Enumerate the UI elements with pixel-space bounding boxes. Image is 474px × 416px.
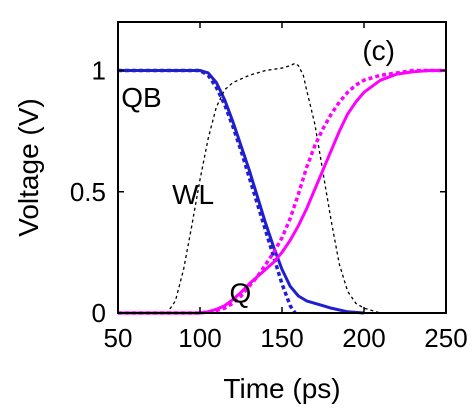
x-tick-label: 150 — [260, 323, 303, 353]
x-tick-label: 100 — [178, 323, 221, 353]
annotation-label: Q — [230, 277, 252, 308]
x-tick-label: 250 — [424, 323, 467, 353]
tick-layer: 50 100 150 200 250 0 0.5 1 — [70, 22, 468, 353]
series-line-3 — [118, 62, 446, 314]
y-tick-label: 0 — [92, 298, 106, 328]
annotation-label: WL — [172, 179, 214, 210]
annotation-layer: (c) QB WL Q — [121, 35, 395, 309]
series-line-2 — [118, 68, 297, 314]
annotation-label: (c) — [362, 35, 395, 66]
x-tick-label: 200 — [342, 323, 385, 353]
y-axis-title: Voltage (V) — [13, 98, 44, 237]
y-tick-label: 1 — [92, 56, 106, 86]
series-line-1 — [118, 69, 365, 315]
x-tick-label: 50 — [104, 323, 133, 353]
annotation-label: QB — [121, 82, 161, 113]
series-line-5 — [118, 68, 446, 315]
x-axis-title: Time (ps) — [223, 373, 340, 404]
y-tick-label: 0.5 — [70, 177, 106, 207]
series-line-4 — [118, 69, 446, 315]
series-layer — [118, 62, 446, 315]
